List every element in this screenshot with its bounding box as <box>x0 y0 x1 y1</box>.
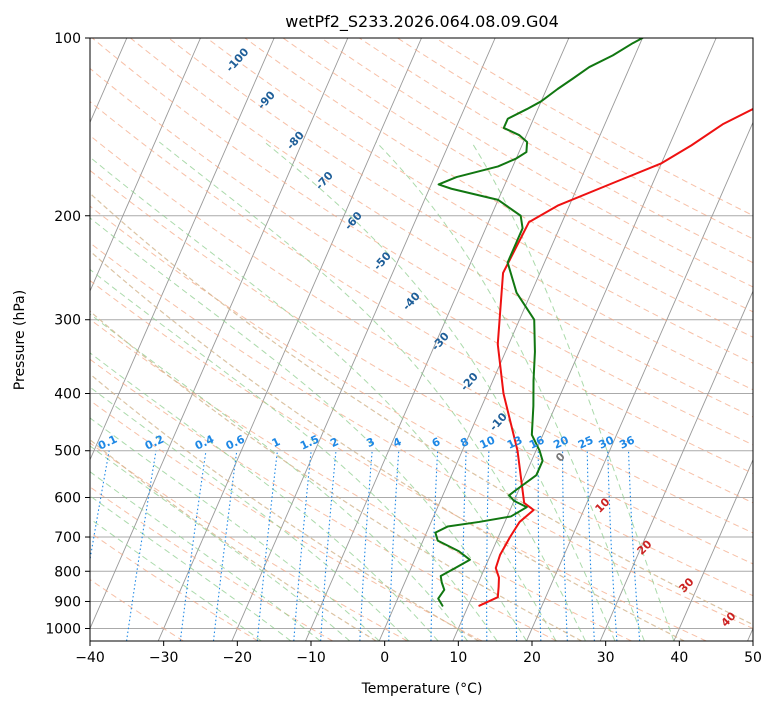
moist-adiabat-line <box>375 141 645 641</box>
y-tick-label: 500 <box>54 444 81 460</box>
dry-adiabat-line <box>320 38 753 288</box>
mixing-ratio-label: 20 <box>551 433 571 451</box>
plot-frame <box>89 37 754 642</box>
x-tick-label: 0 <box>380 650 389 666</box>
mixing-ratio-label: 16 <box>527 433 547 451</box>
moist-adiabat-line <box>90 156 557 641</box>
moist-adiabat-line <box>90 471 321 641</box>
moist-adiabat-line <box>90 217 527 641</box>
x-tick-label: −40 <box>75 650 105 666</box>
dry-adiabat-line <box>90 100 753 504</box>
isotherm-line <box>673 458 753 641</box>
moist-adiabat-line <box>471 141 675 641</box>
sounding-series <box>434 38 753 607</box>
x-tick-label: 50 <box>744 650 762 666</box>
dry-adiabat-line <box>206 38 753 364</box>
moist-adiabat-line <box>90 313 468 641</box>
moist-adiabat-line <box>90 268 498 641</box>
mixing-ratio-line <box>212 450 238 641</box>
moist-adiabat-line <box>264 141 616 641</box>
dry-adiabat-line <box>90 318 632 641</box>
isotherm-line <box>90 38 349 630</box>
x-tick-label: 40 <box>670 650 688 666</box>
moist-adiabat-line <box>90 495 292 641</box>
y-tick-label: 300 <box>54 313 81 329</box>
dry-adiabat-line <box>90 242 753 630</box>
isotherm-line <box>157 38 422 641</box>
mixing-ratio-label: 25 <box>576 433 595 451</box>
dry-adiabat-line <box>90 67 753 475</box>
mixing-ratio-label: 36 <box>617 433 637 451</box>
mixing-ratio-lines <box>90 450 641 641</box>
reference-curve-line <box>90 438 377 641</box>
dry-adiabat-line <box>90 358 558 641</box>
y-tick-label: 400 <box>54 387 81 403</box>
dry-adiabat-line <box>90 205 753 597</box>
y-tick-label: 800 <box>54 564 81 580</box>
x-tick-label: −30 <box>149 650 179 666</box>
isobar-grid <box>90 38 753 629</box>
mixing-ratio-label: 30 <box>597 433 617 451</box>
dry-adiabat-line <box>90 279 707 641</box>
x-tick-label: 20 <box>523 650 541 666</box>
isotherm-line <box>231 38 496 641</box>
mixing-ratio-line <box>90 450 110 563</box>
mixing-ratio-line <box>126 450 157 641</box>
reference-curve-line <box>90 373 480 641</box>
mixing-ratio-line <box>179 450 207 641</box>
y-tick-label: 200 <box>54 209 81 225</box>
dry-adiabat-line <box>90 169 753 565</box>
y-tick-label: 1000 <box>45 621 81 637</box>
dry-adiabat-line <box>282 38 753 313</box>
reference-curve-line <box>90 192 753 626</box>
dry-adiabat-line <box>90 134 753 534</box>
y-tick-label: 600 <box>54 490 81 506</box>
mixing-ratio-label: 13 <box>505 433 524 451</box>
chart-title: wetPf2_S233.2026.064.08.09.G04 <box>285 12 559 32</box>
dewpoint-line <box>434 38 644 607</box>
y-tick-label: 900 <box>54 594 81 610</box>
dry-adiabat-line <box>168 38 753 391</box>
mixing-ratio-label: 10 <box>478 433 498 451</box>
temperature-line <box>478 107 753 607</box>
x-tick-label: −20 <box>223 650 253 666</box>
isotherm-line <box>378 38 643 641</box>
y-tick-label: 700 <box>54 530 81 546</box>
x-tick-label: 10 <box>449 650 467 666</box>
x-axis: −40 −30 −20 −10 0 10 20 30 40 50 <box>75 641 762 666</box>
moist-adiabat-line <box>90 352 439 641</box>
isotherm-line <box>599 289 753 641</box>
y-axis: 100 200 300 400 500 600 700 800 900 1000 <box>45 31 90 637</box>
reference-curves <box>90 192 753 641</box>
reference-curve-line <box>90 250 685 641</box>
moist-adiabat-line <box>90 445 351 641</box>
isotherm-line <box>90 38 275 461</box>
x-tick-label: −10 <box>296 650 326 666</box>
isotherm-line <box>452 38 717 641</box>
dry-adiabat-line <box>90 486 333 641</box>
isotherm-line <box>526 121 753 641</box>
moist-adiabat-line <box>158 141 586 641</box>
y-axis-title: Pressure (hPa) <box>12 290 28 390</box>
x-axis-title: Temperature (°C) <box>361 681 483 697</box>
x-tick-label: 30 <box>597 650 615 666</box>
moist-adiabat-line <box>90 386 410 641</box>
isotherm-line <box>90 38 201 293</box>
y-tick-label: 100 <box>54 31 81 47</box>
